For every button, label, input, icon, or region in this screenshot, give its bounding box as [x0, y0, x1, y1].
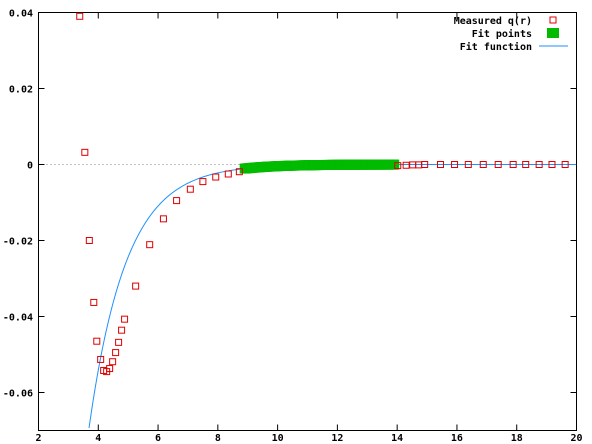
legend-label: Fit function — [460, 41, 532, 53]
measured-point — [548, 161, 556, 168]
measured-point — [173, 197, 181, 205]
legend-marker-measured — [549, 16, 557, 24]
measured-point — [90, 298, 98, 306]
measured-point — [437, 161, 445, 168]
x-tick-label: 20 — [570, 433, 582, 444]
measured-point — [146, 241, 154, 249]
x-tick-label: 12 — [331, 433, 343, 444]
measured-point — [394, 162, 402, 170]
legend-marker-fit-points — [547, 28, 559, 38]
measured-point — [224, 170, 232, 178]
x-tick-label: 2 — [35, 433, 41, 444]
measured-point — [118, 326, 126, 334]
measured-point — [451, 161, 459, 168]
measured-point — [109, 358, 117, 366]
x-tick-label: 10 — [272, 433, 284, 444]
plot-frame — [38, 12, 577, 431]
x-tick-label: 6 — [155, 433, 161, 444]
y-tick-label: 0 — [27, 161, 33, 172]
measured-point — [535, 161, 543, 168]
measured-point — [115, 338, 123, 346]
y-tick-label: -0.02 — [3, 237, 33, 248]
measured-point — [199, 178, 207, 186]
measured-point — [112, 349, 120, 357]
measured-point — [235, 168, 243, 176]
measured-point — [93, 337, 101, 345]
y-tick-label: -0.06 — [3, 389, 33, 400]
measured-point — [121, 315, 129, 323]
measured-point — [522, 161, 530, 168]
measured-point — [494, 161, 502, 168]
measured-point — [212, 173, 220, 181]
measured-point — [81, 148, 89, 156]
measured-point — [132, 282, 140, 290]
y-tick-label: 0.04 — [9, 9, 33, 20]
x-tick-label: 18 — [511, 433, 523, 444]
measured-point — [85, 237, 93, 244]
measured-point — [106, 365, 114, 373]
measured-point — [509, 161, 517, 168]
measured-point — [402, 161, 410, 169]
x-tick-label: 14 — [391, 433, 403, 444]
measured-point — [76, 12, 84, 20]
measured-point — [97, 355, 105, 363]
fit-point — [389, 159, 400, 170]
measured-point — [186, 185, 194, 193]
y-tick-label: -0.04 — [3, 313, 33, 324]
legend-label: Fit points — [472, 28, 532, 40]
x-tick-label: 16 — [451, 433, 463, 444]
measured-point — [479, 161, 487, 168]
y-tick-label: 0.02 — [9, 85, 33, 96]
legend-label: Measured q(r) — [454, 16, 532, 27]
measured-point — [561, 161, 569, 168]
fit-function-line — [88, 164, 577, 429]
x-tick-label: 4 — [95, 433, 101, 444]
measured-point — [421, 161, 429, 168]
measured-point — [159, 215, 167, 223]
measured-point — [464, 161, 472, 168]
x-tick-label: 8 — [215, 433, 221, 444]
